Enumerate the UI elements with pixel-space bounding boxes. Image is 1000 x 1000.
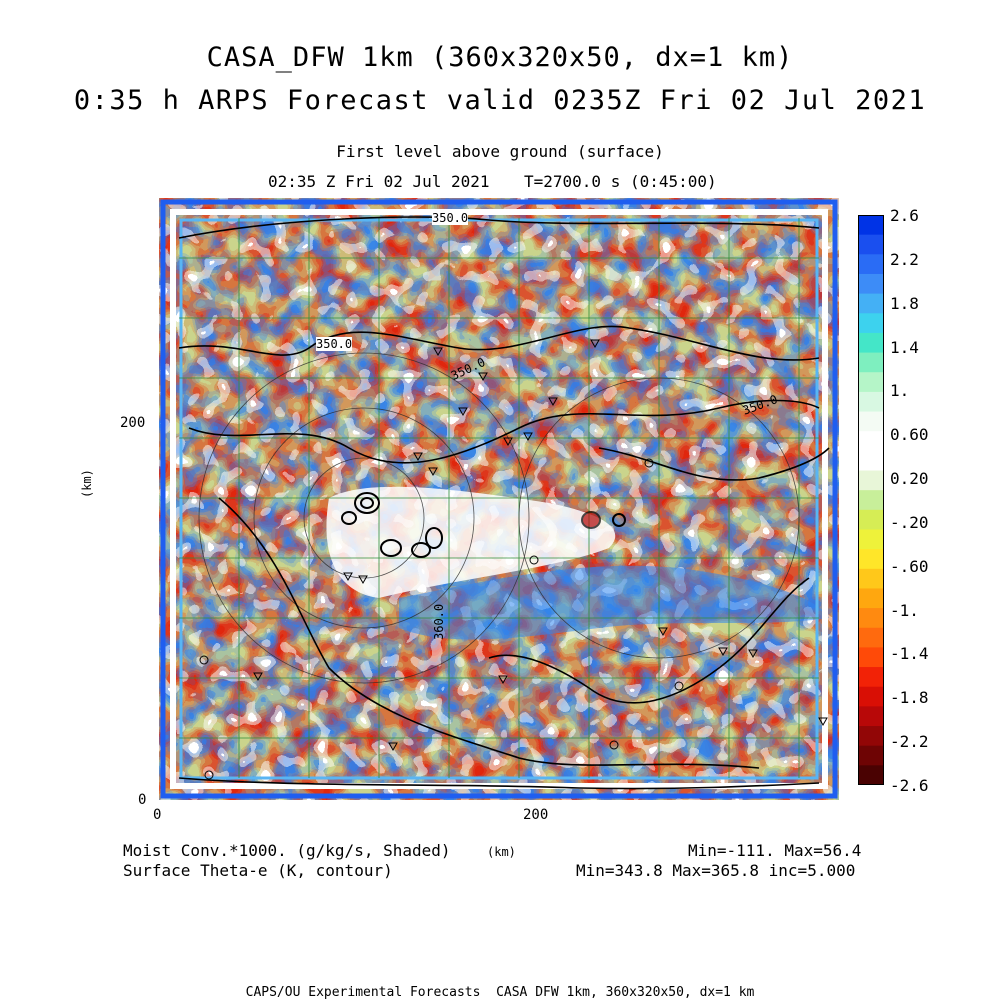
colorbar-label: -1.4 — [890, 644, 929, 664]
model-time-label: T=2700.0 s (0:45:00) — [524, 172, 717, 191]
colorbar-swatch — [858, 745, 884, 766]
map-plot — [159, 198, 839, 800]
colorbar-swatch — [858, 372, 884, 393]
colorbar-swatch — [858, 588, 884, 609]
station-markers — [253, 339, 828, 752]
colorbar-swatch — [858, 529, 884, 550]
colorbar-swatch — [858, 332, 884, 354]
colorbar-swatch — [858, 450, 884, 472]
colorbar-label: -1. — [890, 600, 919, 620]
colorbar-swatch — [858, 352, 884, 373]
contour-field-stats: Min=343.8 Max=365.8 inc=5.000 — [576, 861, 856, 880]
contour-label-360: 360.0 — [432, 603, 446, 640]
colorbar-swatch — [858, 215, 884, 236]
colorbar-swatch — [858, 765, 884, 785]
x-tick-0: 0 — [153, 807, 162, 823]
radar-range-rings — [198, 352, 800, 684]
colorbar-label: 0.20 — [890, 469, 929, 489]
title-line-2: 0:35 h ARPS Forecast valid 0235Z Fri 02 … — [73, 85, 927, 116]
central-white-region — [326, 486, 616, 598]
colorbar-label: 2.2 — [890, 249, 919, 269]
colorbar-swatch — [858, 293, 884, 314]
colorbar-swatch — [858, 667, 884, 688]
colorbar — [858, 215, 884, 785]
theta-e-contours — [178, 216, 830, 790]
colorbar-swatch — [858, 647, 884, 668]
colorbar-swatch — [858, 273, 884, 295]
colorbar-swatch — [858, 470, 884, 491]
colorbar-swatch — [858, 686, 884, 707]
credit-line: CAPS/OU Experimental Forecasts CASA DFW … — [245, 985, 755, 1000]
contour-label-350-left: 350.0 — [316, 337, 353, 351]
y-tick-200: 200 — [120, 415, 146, 431]
x-axis-unit: (km) — [487, 845, 516, 859]
level-label: First level above ground (surface) — [336, 142, 664, 161]
colorbar-label: 2.6 — [890, 206, 919, 225]
station-circles — [199, 458, 684, 780]
blue-band — [399, 565, 829, 640]
storm-cell-contours — [341, 492, 626, 558]
colorbar-label: 0.60 — [890, 425, 929, 445]
colorbar-swatch — [858, 234, 884, 255]
x-tick-200: 200 — [523, 807, 549, 823]
contour-field-label: Surface Theta-e (K, contour) — [123, 861, 393, 880]
colorbar-swatch — [858, 254, 884, 275]
colorbar-swatch — [858, 726, 884, 747]
y-axis-unit: (km) — [80, 469, 94, 498]
colorbar-label: 1.8 — [890, 293, 919, 313]
colorbar-label: -.60 — [890, 556, 929, 576]
colorbar-label: -.20 — [890, 512, 929, 532]
colorbar-swatch — [858, 431, 884, 452]
colorbar-label: -1.8 — [890, 688, 929, 708]
colorbar-swatch — [858, 627, 884, 648]
contour-label-350-top: 350.0 — [432, 211, 469, 225]
valid-time-label: 02:35 Z Fri 02 Jul 2021 — [268, 172, 490, 191]
colorbar-swatch — [858, 509, 884, 530]
colorbar-swatch — [858, 490, 884, 511]
y-tick-0: 0 — [138, 792, 147, 808]
boundary-band-outer — [160, 199, 838, 799]
colorbar-swatch — [858, 568, 884, 589]
colorbar-swatch — [858, 411, 884, 432]
colorbar-frame — [858, 215, 884, 785]
colorbar-label: 1. — [890, 381, 910, 401]
colorbar-swatch — [858, 706, 884, 727]
colorbar-swatch — [858, 608, 884, 629]
shaded-field-stats: Min=-111. Max=56.4 — [688, 841, 862, 860]
colorbar-swatch — [858, 391, 884, 413]
shaded-field-label: Moist Conv.*1000. (g/kg/s, Shaded) — [123, 841, 451, 860]
colorbar-label: -2.6 — [890, 776, 929, 795]
colorbar-swatch — [858, 313, 884, 334]
title-line-1: CASA_DFW 1km (360x320x50, dx=1 km) — [206, 42, 794, 73]
colorbar-swatch — [858, 549, 884, 570]
colorbar-label: -2.2 — [890, 732, 929, 752]
colorbar-label: 1.4 — [890, 337, 919, 357]
